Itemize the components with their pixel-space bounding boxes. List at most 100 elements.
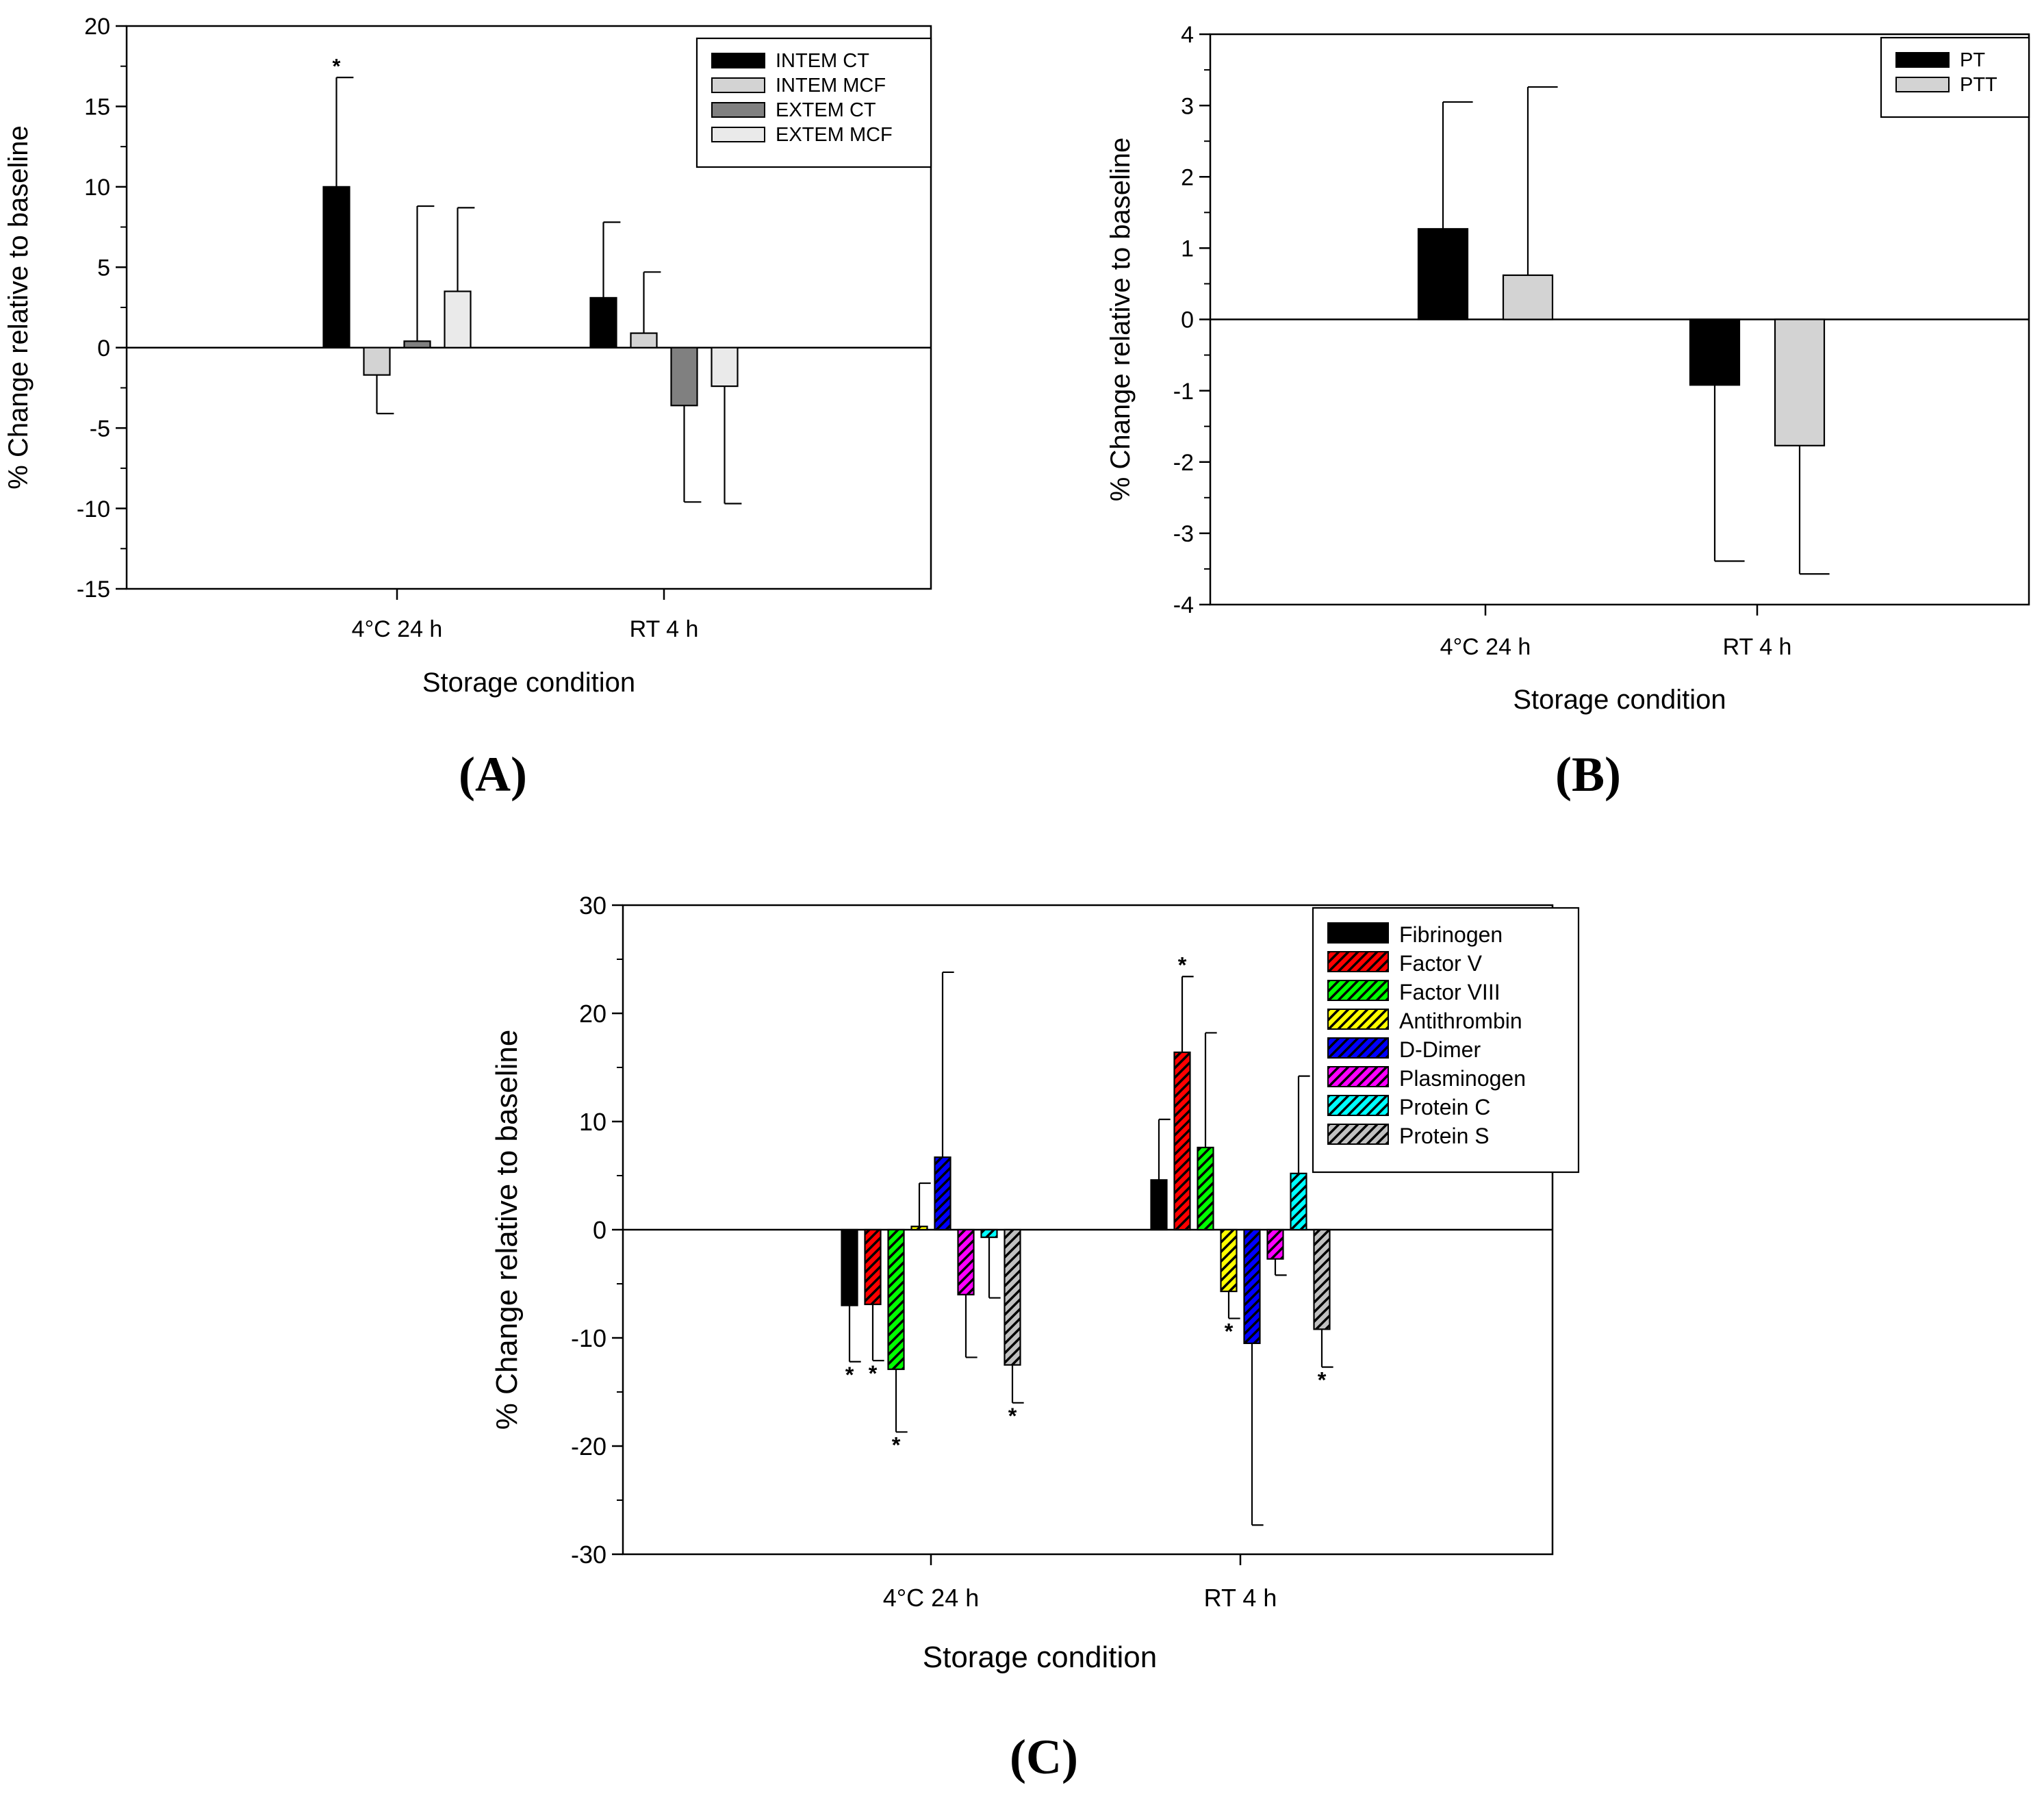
legend-label: Antithrombin [1399,1009,1522,1033]
legend-swatch [1327,1066,1389,1087]
significance-marker: * [1008,1404,1017,1428]
panel-label: (A) [459,747,527,802]
bar-pt [1417,228,1469,320]
y-tick-label: 1 [1181,236,1194,262]
bar-extem-ct [403,340,431,349]
bar-fibrinogen [1150,1179,1168,1231]
bar-plasminogen [1266,1228,1284,1260]
legend-label: Protein S [1399,1124,1490,1148]
chart-a: -15 -10 -5 0 5 10 15 20 4°C 24 h RT 4 h Storage co… [3,14,932,698]
significance-marker: * [1318,1368,1327,1393]
legend-label: Fibrinogen [1399,922,1503,947]
y-tick-label: 30 [579,891,606,920]
bar-intem-ct [322,186,350,349]
x-axis-label: Storage condition [1513,685,1726,715]
legend-swatch [1327,1124,1389,1145]
x-axis-label: Storage condition [422,668,635,698]
y-tick-label: -20 [571,1432,606,1460]
y-tick-label: 10 [579,1108,606,1136]
legend-swatch [1327,951,1389,972]
y-tick-label: 20 [84,14,110,40]
legend-label: EXTEM MCF [776,124,893,146]
legend-label: INTEM CT [776,50,869,72]
legend-swatch [1895,77,1950,92]
legend-swatch [711,102,765,118]
y-tick-label: 10 [84,175,110,201]
bar-extem-mcf [444,290,472,349]
legend-swatch [1327,922,1389,944]
bar-protein-s [1004,1228,1021,1366]
y-tick-label: 15 [84,94,110,121]
y-tick-label: 20 [579,1000,606,1028]
legend-label: INTEM MCF [776,75,886,97]
y-axis-label: % Change relative to baseline [1106,138,1136,501]
legend-label: Factor V [1399,951,1483,976]
y-tick-label: -2 [1173,450,1194,476]
bar-factor-v [864,1228,882,1306]
bar-antithrombin [910,1226,928,1231]
y-tick-label: 3 [1181,93,1194,119]
bar-factor-viii [1197,1146,1214,1231]
significance-marker: * [869,1361,878,1386]
y-tick-label: -30 [571,1541,606,1569]
y-tick-label: 2 [1181,164,1194,190]
y-tick-label: -10 [571,1324,606,1352]
legend-label: PT [1960,49,1985,71]
legend-swatch [1327,1095,1389,1116]
x-tick-label: RT 4 h [1204,1584,1277,1612]
bar-intem-mcf [630,332,658,349]
y-tick-label: -3 [1173,521,1194,547]
panel-label: (C) [1010,1730,1078,1784]
significance-marker: * [892,1432,901,1457]
x-tick-label: RT 4 h [630,616,699,642]
legend-swatch [1327,1009,1389,1030]
y-tick-label: -5 [90,416,110,442]
legend-swatch [1895,52,1950,68]
legend-swatch [711,53,765,68]
bar-plasminogen [957,1228,975,1295]
significance-marker: * [845,1363,854,1387]
legend-swatch [1327,1037,1389,1059]
y-tick-label: -1 [1173,379,1194,405]
chart-c: -30 -20 -10 0 10 20 30 4°C 24 h RT 4 h Storage co… [490,891,1580,1674]
legend-swatch [1327,980,1389,1001]
chart-b: -4 -3 -2 -1 0 1 2 3 4 4°C 24 h RT 4 h Storage condi… [1106,22,2030,715]
bar-factor-viii [887,1228,905,1370]
significance-marker: * [1225,1319,1234,1344]
bar-ptt [1502,274,1554,320]
y-tick-label: 0 [1181,307,1194,333]
x-tick-label: RT 4 h [1723,634,1792,660]
y-tick-label: 5 [97,255,110,281]
bar-antithrombin [1220,1228,1238,1293]
legend-label: Protein C [1399,1095,1490,1119]
legend-swatch [711,127,765,142]
y-tick-label: 4 [1181,22,1194,48]
bar-pt [1689,318,1741,386]
legend-label: EXTEM CT [776,99,876,121]
y-tick-label: -15 [77,577,110,603]
bar-factor-v [1173,1051,1191,1231]
bar-protein-c [1290,1172,1307,1231]
panel-label: (B) [1555,747,1621,802]
y-axis-label: % Change relative to baseline [3,125,34,489]
bar-intem-mcf [363,346,391,376]
x-tick-label: 4°C 24 h [1440,634,1531,660]
legend-swatch [711,77,765,93]
legend-label: Plasminogen [1399,1066,1526,1091]
bar-intem-ct [589,296,617,349]
y-tick-label: 0 [593,1216,606,1244]
legend-label: PTT [1960,74,1997,96]
panel-labels: (A) (B) (C) [459,747,1621,1784]
legend-label: Factor VIII [1399,980,1500,1004]
legend-label: D-Dimer [1399,1037,1481,1062]
y-tick-label: -4 [1173,592,1194,618]
x-tick-label: 4°C 24 h [352,616,443,642]
bar-extem-mcf [711,346,739,388]
bar-protein-c [980,1228,998,1239]
bar-protein-s [1313,1228,1331,1330]
x-tick-label: 4°C 24 h [883,1584,979,1612]
significance-marker: * [333,55,341,78]
y-tick-label: -10 [77,496,110,522]
y-axis-label: % Change relative to baseline [490,1030,524,1430]
bar-extem-ct [670,346,698,407]
